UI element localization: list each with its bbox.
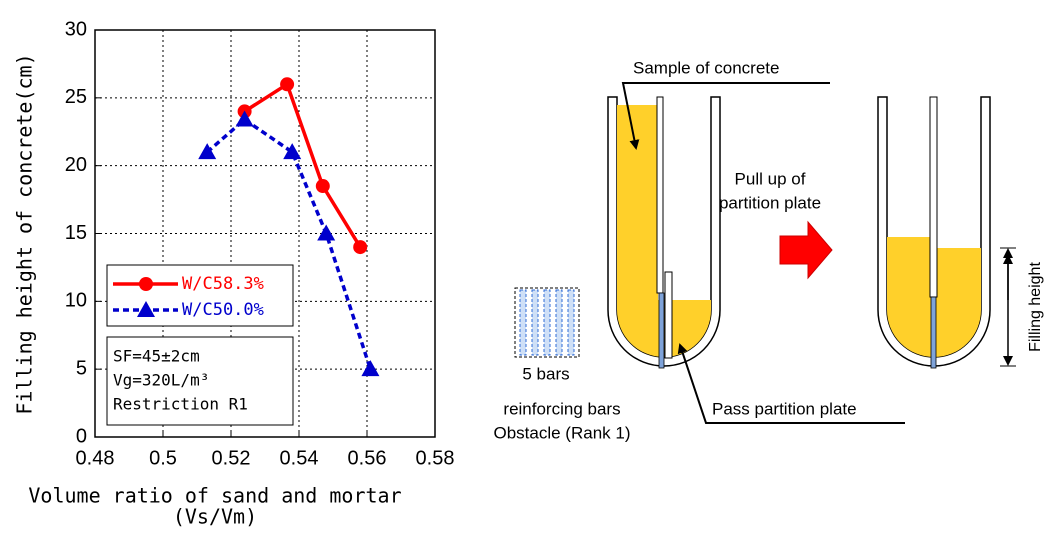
mesh xyxy=(930,296,937,369)
y-tick-label: 30 xyxy=(65,18,87,40)
partition-plate xyxy=(656,96,664,294)
arrow xyxy=(779,220,833,280)
bars xyxy=(519,289,575,356)
label: Pass partition plate xyxy=(712,399,857,418)
y-tick-label: 0 xyxy=(76,425,87,447)
series-line xyxy=(243,81,362,248)
x-axis-label: Volume ratio of sand and mortar xyxy=(28,484,401,508)
y-tick-label: 25 xyxy=(65,86,87,108)
y-tick-label: 10 xyxy=(65,290,87,312)
marker xyxy=(198,143,217,160)
label: partition plate xyxy=(719,193,821,212)
marker xyxy=(317,224,336,241)
mesh xyxy=(658,292,665,369)
annotation: SF=45±2cm xyxy=(113,347,200,366)
obstacle-box xyxy=(514,287,580,358)
marker xyxy=(361,360,380,377)
marker xyxy=(137,301,155,317)
marker xyxy=(283,143,302,160)
concrete xyxy=(617,105,711,357)
annotation: Vg=320L/m³ xyxy=(113,371,209,390)
label: 5 bars xyxy=(522,364,569,383)
label: Sample of concrete xyxy=(633,58,779,77)
label: Filling height xyxy=(1027,262,1044,352)
legend xyxy=(106,264,294,327)
x-tick-label: 0.5 xyxy=(149,447,177,469)
partition-plate xyxy=(929,96,938,298)
label: reinforcing bars xyxy=(503,399,620,418)
legend-label: W/C58.3% xyxy=(182,274,264,294)
diagram: Filling height 5 bars reinforcing bars O… xyxy=(494,58,1045,442)
legend-label: W/C50.0% xyxy=(182,300,264,320)
marker xyxy=(280,77,295,92)
marker xyxy=(315,179,330,194)
x-tick-label: 0.56 xyxy=(348,447,387,469)
y-tick-label: 20 xyxy=(65,154,87,176)
x-tick-label: 0.52 xyxy=(212,447,251,469)
marker xyxy=(353,240,368,255)
chart: Filling height of concrete(cm) Volume ra… xyxy=(13,18,455,528)
label: Pull up of xyxy=(735,169,806,188)
pass-plate xyxy=(664,271,673,359)
leader xyxy=(677,343,905,424)
y-axis-label: Filling height of concrete(cm) xyxy=(13,53,37,414)
x-axis-label: (Vs/Vm) xyxy=(173,505,257,529)
x-tick-label: 0.58 xyxy=(416,447,455,469)
marker xyxy=(235,110,254,127)
marker xyxy=(139,277,153,291)
series-line xyxy=(206,117,373,370)
x-tick-label: 0.54 xyxy=(280,447,319,469)
label: Obstacle (Rank 1) xyxy=(494,423,631,442)
y-tick-label: 15 xyxy=(65,222,87,244)
annotation: Restriction R1 xyxy=(113,395,248,414)
x-tick-label: 0.48 xyxy=(76,447,115,469)
annotation-box xyxy=(106,336,294,426)
y-tick-label: 5 xyxy=(76,357,87,379)
leader xyxy=(621,82,830,150)
